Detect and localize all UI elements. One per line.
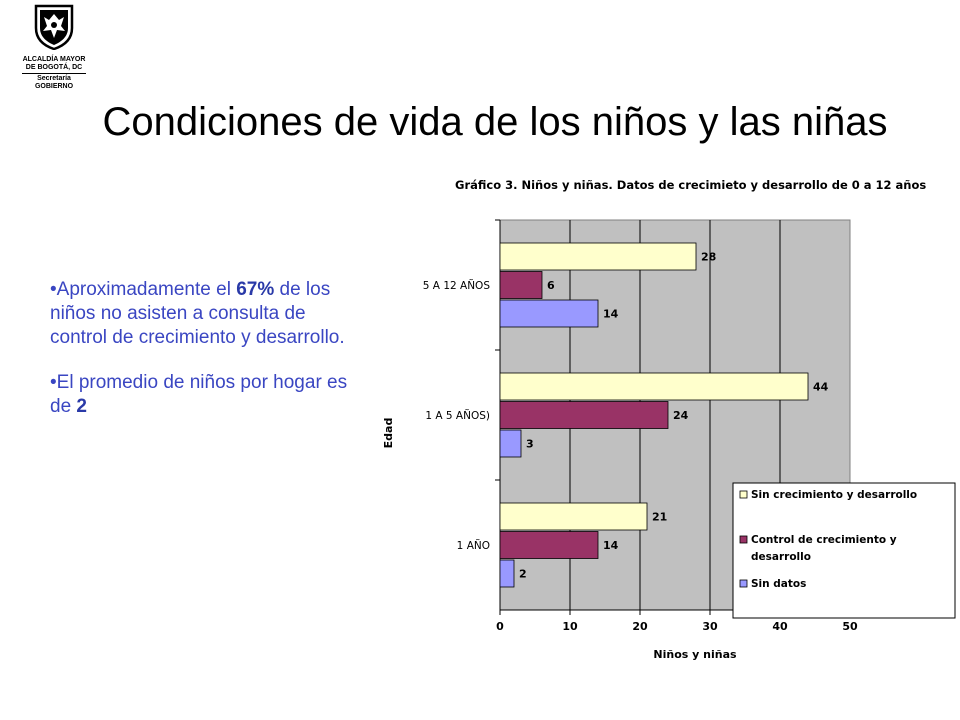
bullet-highlight: 67% (236, 279, 275, 300)
bullet-marker: • (50, 279, 57, 300)
bullet-text: de los niños no asisten a consulta de co… (50, 279, 345, 348)
legend-label: Control de crecimiento y (751, 534, 897, 546)
slide-title: Condiciones de vida de los niños y las n… (102, 100, 888, 144)
bar (499, 271, 543, 299)
x-tick-label: 50 (842, 620, 858, 633)
bar (499, 299, 599, 328)
data-label: 44 (813, 381, 829, 394)
data-label: 14 (603, 308, 619, 321)
logo-divider (22, 73, 86, 74)
x-tick-label: 0 (496, 620, 504, 633)
x-axis-label: Niños y niñas (653, 648, 737, 661)
bar (499, 429, 522, 458)
data-label: 24 (673, 409, 689, 422)
bar (499, 502, 648, 531)
bullet-text: Aproximadamente el (56, 279, 237, 300)
legend-label: Sin datos (751, 578, 806, 590)
logo: ALCALDÍA MAYOR DE BOGOTÁ, DC Secretaría … (14, 2, 94, 90)
legend-swatch (739, 535, 748, 544)
legend-swatch (739, 579, 748, 588)
x-tick-label: 30 (702, 620, 718, 633)
logo-line-2: DE BOGOTÁ, DC (25, 64, 83, 71)
bullet-marker: • (50, 372, 57, 393)
bullet-highlight: 2 (76, 396, 87, 417)
bar (499, 401, 669, 429)
bullet-text: El promedio de niños por hogar es de (50, 372, 348, 417)
legend-swatch (739, 490, 748, 499)
y-axis-label: Edad (382, 418, 395, 449)
x-tick-label: 20 (632, 620, 648, 633)
bar-chart: Gráfico 3. Niños y niñas. Datos de creci… (382, 178, 956, 661)
logo-line-4: GOBIERNO (34, 83, 74, 90)
bar (499, 242, 697, 271)
logo-line-3: Secretaría (37, 75, 71, 82)
bullet-item-2: •El promedio de niños por hogar es de 2 (50, 371, 350, 419)
legend (732, 482, 956, 619)
category-label: 5 A 12 AÑOS (423, 279, 491, 292)
bullet-item-1: •Aproximadamente el 67% de los niños no … (50, 278, 350, 350)
bar (499, 559, 515, 588)
bar (499, 372, 809, 401)
x-tick-label: 10 (562, 620, 578, 633)
bar (499, 531, 599, 559)
legend-label: Sin crecimiento y desarrollo (751, 489, 917, 501)
data-label: 3 (526, 438, 534, 451)
logo-line-1: ALCALDÍA MAYOR (22, 56, 86, 63)
chart-title: Gráfico 3. Niños y niñas. Datos de creci… (455, 178, 926, 192)
category-label: 1 A 5 AÑOS) (425, 409, 490, 422)
data-label: 6 (547, 279, 555, 292)
data-label: 21 (652, 511, 667, 524)
coat-of-arms-icon (34, 4, 74, 50)
category-label: 1 AÑO (457, 539, 490, 552)
x-tick-label: 40 (772, 620, 788, 633)
legend-label: desarrollo (751, 551, 811, 563)
data-label: 14 (603, 539, 619, 552)
data-label: 28 (701, 251, 716, 264)
bullet-list: •Aproximadamente el 67% de los niños no … (50, 278, 350, 440)
data-label: 2 (519, 568, 527, 581)
